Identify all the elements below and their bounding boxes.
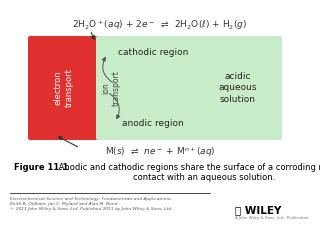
Text: A John Wiley & Sons, Ltd., Publication: A John Wiley & Sons, Ltd., Publication xyxy=(235,216,308,220)
Text: M($s$)  ⇌  $ne^-$ + M$^{n+}$($aq$): M($s$) ⇌ $ne^-$ + M$^{n+}$($aq$) xyxy=(105,145,215,159)
FancyBboxPatch shape xyxy=(96,36,282,140)
Text: 2H$_2$O$^+$($aq$) + 2$e^-$  ⇌  2H$_2$O($\ell$) + H$_2$($g$): 2H$_2$O$^+$($aq$) + 2$e^-$ ⇌ 2H$_2$O($\e… xyxy=(72,18,248,32)
Text: electron
transport: electron transport xyxy=(54,69,74,108)
Text: Figure 11.1: Figure 11.1 xyxy=(14,163,68,172)
Text: anodic region: anodic region xyxy=(122,119,184,128)
Text: Ⓣ WILEY: Ⓣ WILEY xyxy=(235,205,281,215)
Text: cathodic region: cathodic region xyxy=(118,48,188,57)
Text: Electrochemical Science and Technology: Fundamentals and Applications,
Keith B. : Electrochemical Science and Technology: … xyxy=(10,197,172,211)
Text: acidic
aqueous
solution: acidic aqueous solution xyxy=(219,72,257,104)
FancyBboxPatch shape xyxy=(28,36,100,140)
Text: Anodic and cathodic regions share the surface of a corroding metal in
contact wi: Anodic and cathodic regions share the su… xyxy=(56,163,320,182)
Text: ion
transport: ion transport xyxy=(101,70,121,106)
